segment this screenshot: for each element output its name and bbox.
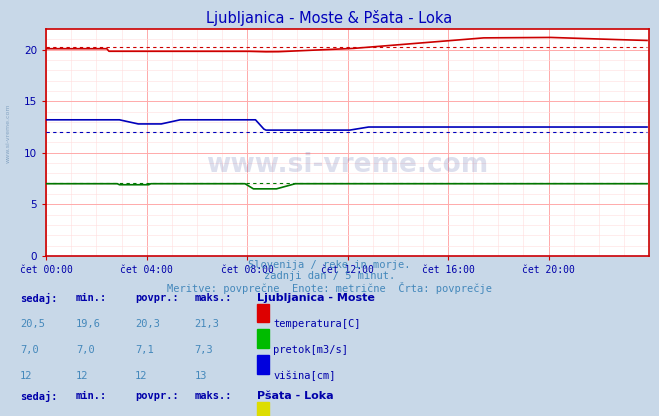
Text: 21,3: 21,3 [194,319,219,329]
Text: Meritve: povprečne  Enote: metrične  Črta: povprečje: Meritve: povprečne Enote: metrične Črta:… [167,282,492,295]
Text: min.:: min.: [76,391,107,401]
Text: temperatura[C]: temperatura[C] [273,319,361,329]
Text: www.si-vreme.com: www.si-vreme.com [5,103,11,163]
Text: sedaj:: sedaj: [20,391,57,403]
Text: 7,3: 7,3 [194,345,213,355]
Text: www.si-vreme.com: www.si-vreme.com [206,152,489,178]
Text: 20,5: 20,5 [20,319,45,329]
Text: Ljubljanica - Moste & Pšata - Loka: Ljubljanica - Moste & Pšata - Loka [206,10,453,26]
Text: 12: 12 [76,371,88,381]
Text: Pšata - Loka: Pšata - Loka [257,391,333,401]
Text: sedaj:: sedaj: [20,293,57,305]
Text: pretok[m3/s]: pretok[m3/s] [273,345,349,355]
Text: maks.:: maks.: [194,293,232,303]
Text: 7,1: 7,1 [135,345,154,355]
Text: 19,6: 19,6 [76,319,101,329]
Text: višina[cm]: višina[cm] [273,371,336,381]
Text: Slovenija / reke in morje.: Slovenija / reke in morje. [248,260,411,270]
Text: povpr.:: povpr.: [135,391,179,401]
Text: 7,0: 7,0 [76,345,94,355]
Text: min.:: min.: [76,293,107,303]
Text: 7,0: 7,0 [20,345,38,355]
Text: Ljubljanica - Moste: Ljubljanica - Moste [257,293,375,303]
Text: 13: 13 [194,371,207,381]
Text: 12: 12 [20,371,32,381]
Text: 20,3: 20,3 [135,319,160,329]
Text: povpr.:: povpr.: [135,293,179,303]
Text: zadnji dan / 5 minut.: zadnji dan / 5 minut. [264,271,395,281]
Text: 12: 12 [135,371,148,381]
Text: maks.:: maks.: [194,391,232,401]
